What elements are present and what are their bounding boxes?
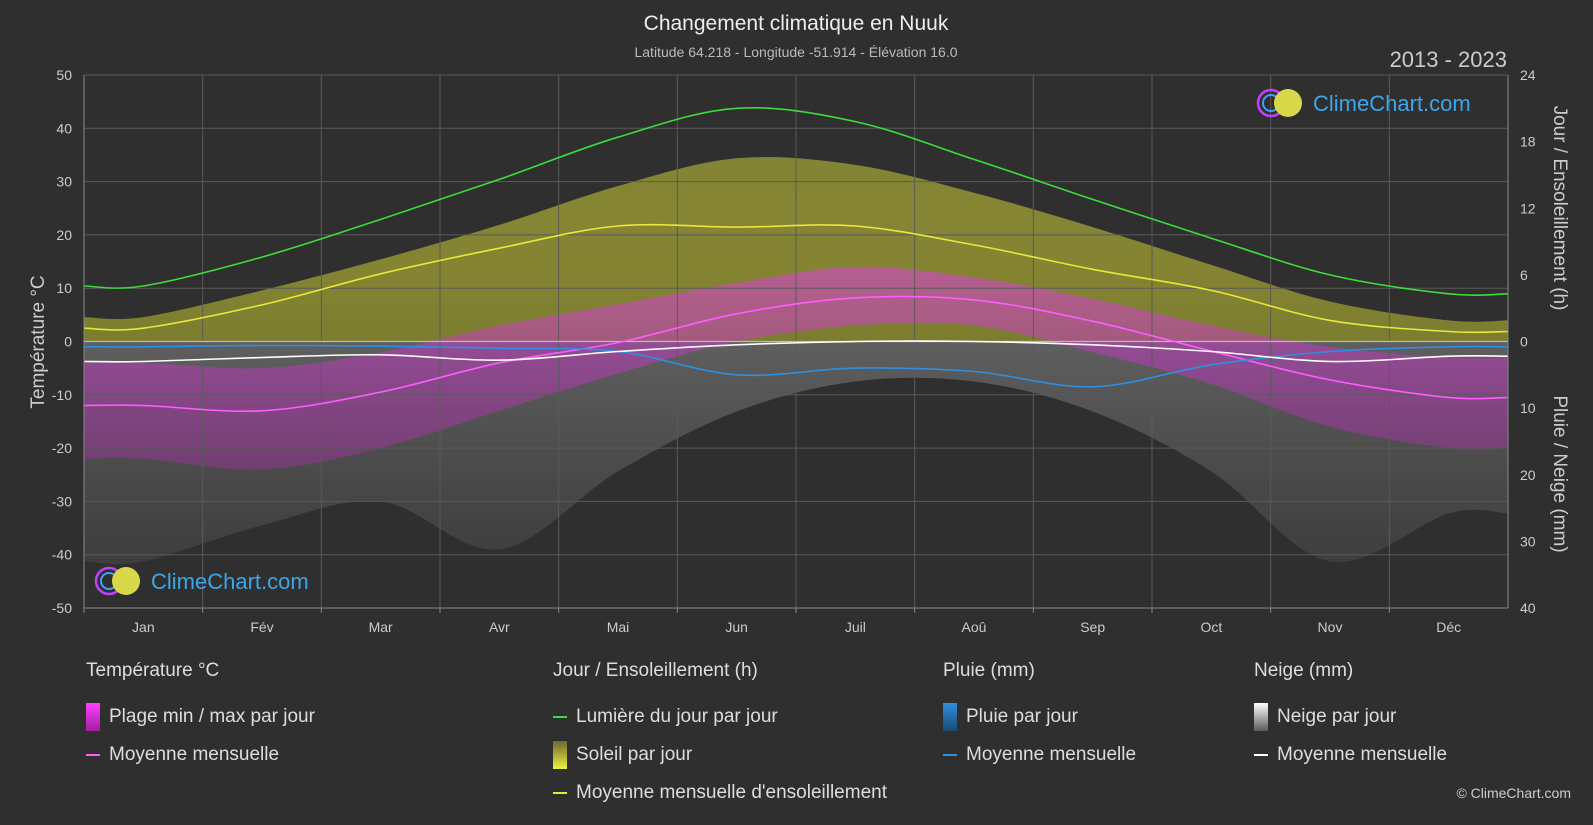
legend-title-snow: Neige (mm) (1254, 660, 1354, 681)
legend-label-temp-range: Plage min / max par jour (109, 706, 315, 727)
left-tick-label: 20 (56, 227, 72, 243)
legend-label-sunshine-avg: Moyenne mensuelle d'ensoleillement (576, 782, 887, 803)
daylight-swatch (553, 716, 567, 718)
legend-group-rain: Pluie (mm) Pluie par jour Moyenne mensue… (943, 660, 1136, 774)
legend-title-temperature: Température °C (86, 660, 220, 681)
right-bottom-tick-label: 20 (1520, 467, 1536, 483)
legend-item-snow-daily: Neige par jour (1254, 698, 1447, 736)
month-label: Avr (489, 619, 510, 635)
logo-top: ClimeChart.com (1256, 88, 1471, 118)
sunshine-swatch (553, 741, 567, 769)
legend-item-temp-avg: Moyenne mensuelle (86, 736, 315, 774)
month-label: Sep (1080, 619, 1105, 635)
right-bottom-tick-label: 30 (1520, 533, 1536, 549)
left-tick-label: 0 (64, 334, 72, 350)
legend-item-temp-range: Plage min / max par jour (86, 698, 315, 736)
temp-avg-swatch (86, 754, 100, 756)
legend-label-rain-avg: Moyenne mensuelle (966, 744, 1137, 765)
left-tick-label: 50 (56, 67, 72, 83)
legend-item-daylight: Lumière du jour par jour (553, 698, 887, 736)
left-tick-label: 30 (56, 174, 72, 190)
legend-item-rain-avg: Moyenne mensuelle (943, 736, 1136, 774)
legend-item-snow-avg: Moyenne mensuelle (1254, 736, 1447, 774)
right-top-tick-label: 12 (1520, 200, 1536, 216)
month-label: Mar (369, 619, 393, 635)
legend-label-temp-avg: Moyenne mensuelle (109, 744, 280, 765)
left-tick-label: -10 (52, 387, 72, 403)
legend-item-rain-daily: Pluie par jour (943, 698, 1136, 736)
legend-group-sunshine: Jour / Ensoleillement (h) Lumière du jou… (553, 660, 887, 812)
chart-subtitle: Latitude 64.218 - Longitude -51.914 - Él… (634, 44, 957, 60)
snow-swatch (1254, 703, 1268, 731)
snow-avg-line (83, 340, 1509, 363)
chart-title: Changement climatique en Nuuk (644, 12, 949, 35)
axes-layer: 50 40 30 20 10 0 -10 -20 -30 -40 -50 24 18 12 6 0 10 20 30… (52, 67, 1536, 635)
snow-avg-swatch (1254, 754, 1268, 756)
daylight-line (83, 107, 1509, 296)
month-label: Déc (1436, 619, 1461, 635)
temp-avg-line (83, 295, 1509, 413)
left-axis-title: Température °C (28, 275, 49, 408)
left-tick-label: -20 (52, 440, 72, 456)
legend-title-sunshine: Jour / Ensoleillement (h) (553, 660, 758, 681)
month-label: Jan (132, 619, 155, 635)
right-axis-title-top: Jour / Ensoleillement (h) (1549, 106, 1570, 311)
legend-item-sunshine-avg: Moyenne mensuelle d'ensoleillement (553, 774, 887, 812)
right-top-tick-label: 18 (1520, 134, 1536, 150)
grid-layer (83, 74, 1509, 609)
right-top-tick-label: 0 (1520, 334, 1528, 350)
month-label: Fév (250, 619, 273, 635)
right-axis-title-bottom: Pluie / Neige (mm) (1549, 395, 1570, 552)
left-tick-label: -30 (52, 493, 72, 509)
legend-label-sunshine-daily: Soleil par jour (576, 744, 693, 765)
legend: Température °C Plage min / max par jour … (0, 660, 1593, 825)
left-tick-label: -40 (52, 547, 72, 563)
legend-label-snow-avg: Moyenne mensuelle (1277, 744, 1448, 765)
month-label: Jun (725, 619, 748, 635)
series-lines-layer (83, 107, 1509, 413)
logo-top-text: ClimeChart.com (1313, 91, 1471, 116)
legend-label-daylight: Lumière du jour par jour (576, 706, 778, 727)
legend-group-snow: Neige (mm) Neige par jour Moyenne mensue… (1254, 660, 1447, 774)
logo-bottom-text: ClimeChart.com (151, 569, 309, 594)
climate-chart: Changement climatique en Nuuk Latitude 6… (28, 12, 1570, 635)
temp-range-swatch (86, 703, 100, 731)
legend-title-rain: Pluie (mm) (943, 660, 1035, 681)
left-tick-label: 40 (56, 120, 72, 136)
left-tick-label: -50 (52, 600, 72, 616)
legend-label-snow-daily: Neige par jour (1277, 706, 1397, 727)
rain-avg-line (83, 344, 1509, 388)
legend-label-rain-daily: Pluie par jour (966, 706, 1078, 727)
month-label: Aoû (962, 619, 987, 635)
right-top-tick-label: 24 (1520, 67, 1536, 83)
legend-item-sunshine-daily: Soleil par jour (553, 736, 887, 774)
sunshine-avg-swatch (553, 792, 567, 794)
logo-bottom: ClimeChart.com (94, 566, 309, 596)
month-label: Juil (845, 619, 866, 635)
copyright: © ClimeChart.com (1456, 785, 1571, 801)
legend-group-temperature: Température °C Plage min / max par jour … (86, 660, 315, 774)
rain-avg-swatch (943, 754, 957, 756)
left-tick-label: 10 (56, 280, 72, 296)
right-top-tick-label: 6 (1520, 267, 1528, 283)
right-bottom-tick-label: 10 (1520, 400, 1536, 416)
rain-swatch (943, 703, 957, 731)
year-range: 2013 - 2023 (1390, 47, 1507, 72)
month-label: Oct (1200, 619, 1222, 635)
month-label: Mai (607, 619, 630, 635)
right-bottom-tick-label: 40 (1520, 600, 1536, 616)
sunshine-avg-line (83, 223, 1509, 334)
month-label: Nov (1318, 619, 1343, 635)
